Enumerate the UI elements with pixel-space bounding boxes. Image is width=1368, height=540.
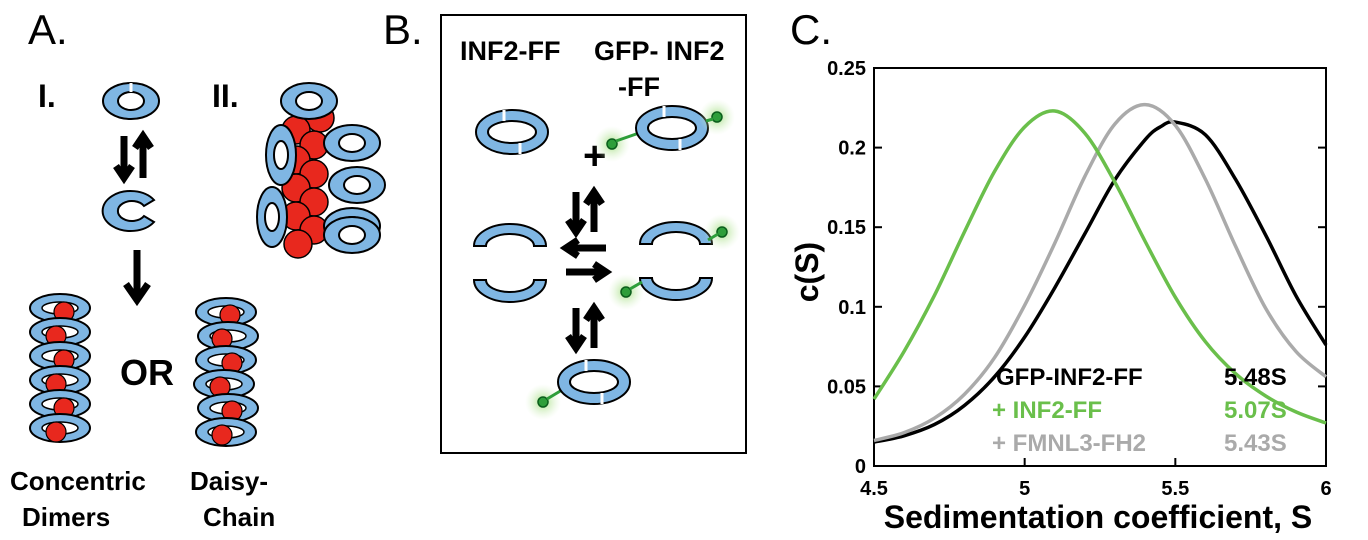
y-tick-label: 0.2 [838, 138, 866, 160]
y-axis-label: c(S) [789, 242, 825, 302]
panel-a-closed-dimer [102, 82, 160, 120]
panel-a-equilibrium-arrows [113, 129, 154, 185]
chart-legend: GFP-INF2-FF 5.48S + INF2-FF 5.07S + FMNL3-FH… [992, 364, 1287, 457]
y-tick-label: 0.1 [838, 297, 866, 319]
plot-frame [873, 67, 1327, 467]
panel-a-letter: A. [28, 6, 68, 53]
label-daisy-line1: Daisy- [190, 466, 269, 496]
x-tick-label: 4.5 [860, 478, 888, 500]
y-tick-label: 0 [855, 456, 866, 478]
panel-b-arrows-middle [559, 237, 613, 283]
panel-b-frame [440, 14, 747, 454]
panel-a-daisy-chain-stack [193, 297, 259, 447]
panel-b-col1-title: INF2-FF [460, 36, 561, 66]
y-tick-label: 0.25 [827, 58, 866, 80]
series-line-2 [873, 102, 1328, 443]
legend-series-value: 5.07S [1224, 397, 1287, 424]
x-tick-label: 5 [1019, 478, 1030, 500]
label-daisy-line2: Chain [203, 502, 276, 532]
label-concentric-line2: Dimers [22, 502, 111, 532]
panel-a-concentric-stack [29, 293, 91, 443]
panel-a-down-arrow [123, 250, 151, 307]
legend-series-value: 5.48S [1224, 364, 1287, 391]
y-tick-label: 0.15 [827, 217, 866, 239]
panel-b-col2-title-line2: -FF [618, 72, 660, 102]
x-tick-label: 6 [1320, 478, 1331, 500]
panel-b-arrows-upper [565, 185, 605, 239]
y-tick-label: 0.05 [827, 376, 866, 398]
panel-b-col2-title-line1: GFP- INF2 [594, 36, 725, 66]
panel-b-letter: B. [383, 6, 423, 53]
legend-series-value: 5.43S [1224, 430, 1287, 457]
panel-a-or-text: OR [120, 352, 174, 393]
chart-curves [872, 102, 1328, 444]
panel-c-letter: C. [790, 6, 832, 53]
legend-series-name: + FMNL3-FH2 [992, 430, 1146, 457]
series-line-1 [872, 109, 1327, 425]
panel-b-gfp-monomers [607, 213, 741, 311]
panel-b-gfp-dimer [593, 98, 736, 163]
panel-a-roman-1: I. [38, 78, 56, 114]
x-axis-label: Sedimentation coefficient, S [884, 499, 1313, 535]
label-concentric-line1: Concentric [10, 466, 146, 496]
panel-b-arrows-lower [565, 301, 605, 355]
panel-a-roman-2: II. [212, 78, 239, 114]
panel-a-open-dimer [101, 190, 156, 232]
legend-series-name: + INF2-FF [992, 397, 1102, 424]
legend-series-name: GFP-INF2-FF [996, 364, 1143, 391]
x-tick-label: 5.5 [1161, 478, 1189, 500]
panel-b-heterodimer [524, 358, 632, 421]
